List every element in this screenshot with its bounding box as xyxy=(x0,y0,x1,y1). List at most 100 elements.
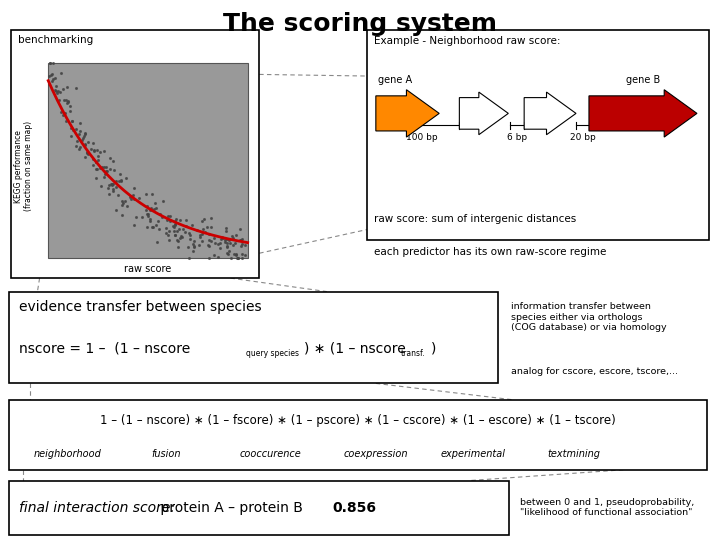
Point xyxy=(220,236,231,245)
Point xyxy=(50,82,62,90)
Point xyxy=(91,157,102,166)
Point xyxy=(105,180,117,188)
Point xyxy=(233,253,244,262)
Point xyxy=(58,96,69,104)
Point xyxy=(230,231,242,239)
Point xyxy=(120,197,131,205)
Point xyxy=(107,157,119,166)
FancyBboxPatch shape xyxy=(9,292,498,383)
Point xyxy=(215,235,227,244)
Point xyxy=(178,224,189,233)
Point xyxy=(222,235,233,244)
Point xyxy=(66,117,78,125)
Point xyxy=(78,129,90,138)
Point xyxy=(43,80,55,89)
Point xyxy=(192,226,203,234)
Point xyxy=(90,157,102,166)
Point xyxy=(75,127,86,136)
Point xyxy=(70,124,81,133)
Point xyxy=(145,206,156,214)
Point xyxy=(93,155,104,164)
Text: fusion: fusion xyxy=(151,449,181,460)
Point xyxy=(75,143,86,152)
Point xyxy=(114,177,125,185)
Text: raw score: raw score xyxy=(125,265,171,274)
Point xyxy=(77,134,89,143)
Point xyxy=(168,223,180,232)
Point xyxy=(188,242,199,251)
Point xyxy=(112,191,124,199)
Point xyxy=(79,140,91,149)
Text: experimental: experimental xyxy=(441,449,505,460)
Point xyxy=(223,247,235,255)
Point xyxy=(228,250,240,259)
Point xyxy=(185,234,197,243)
Point xyxy=(117,211,128,220)
Point xyxy=(61,83,73,91)
Point xyxy=(94,148,105,157)
Point xyxy=(224,236,235,245)
Point xyxy=(235,242,247,251)
Point xyxy=(153,225,165,233)
Point xyxy=(222,249,233,258)
Point xyxy=(194,231,206,240)
Point xyxy=(163,236,175,245)
Point xyxy=(227,241,238,249)
Point xyxy=(53,96,64,104)
Point xyxy=(164,212,176,220)
Point xyxy=(109,166,120,174)
Point xyxy=(236,234,248,243)
Point xyxy=(73,129,85,138)
Point xyxy=(146,223,158,232)
Point xyxy=(99,170,111,178)
Point xyxy=(44,59,55,68)
Point xyxy=(199,228,210,237)
Point xyxy=(186,221,198,230)
Text: coexpression: coexpression xyxy=(343,449,408,460)
Point xyxy=(236,253,248,262)
Point xyxy=(235,236,246,245)
Text: gene B: gene B xyxy=(626,75,661,85)
Point xyxy=(103,180,114,189)
Text: each predictor has its own raw-score regime: each predictor has its own raw-score reg… xyxy=(374,247,607,257)
Point xyxy=(50,86,61,95)
Point xyxy=(224,238,235,247)
Point xyxy=(127,191,139,199)
Point xyxy=(78,132,89,140)
Point xyxy=(88,138,99,147)
FancyBboxPatch shape xyxy=(9,400,707,470)
Point xyxy=(62,97,73,105)
Point xyxy=(174,225,185,234)
Point xyxy=(64,106,76,115)
Point xyxy=(220,226,232,235)
Point xyxy=(45,71,57,79)
Point xyxy=(116,201,127,210)
Point xyxy=(208,251,220,259)
Point xyxy=(194,232,206,241)
Point xyxy=(65,123,76,132)
Point xyxy=(170,220,181,228)
Point xyxy=(184,253,195,262)
Point xyxy=(60,117,72,126)
Point xyxy=(143,210,154,218)
Text: The scoring system: The scoring system xyxy=(223,12,497,36)
Text: cooccurence: cooccurence xyxy=(240,449,302,460)
Point xyxy=(125,193,136,201)
Point xyxy=(228,234,239,242)
Point xyxy=(87,160,99,169)
Point xyxy=(66,117,78,125)
Point xyxy=(52,87,63,96)
Point xyxy=(110,206,122,214)
Point xyxy=(226,232,238,240)
Point xyxy=(163,227,175,235)
Text: analog for cscore, escore, tscore,...: analog for cscore, escore, tscore,... xyxy=(511,367,678,376)
Point xyxy=(101,167,112,176)
Point xyxy=(94,163,106,172)
Point xyxy=(221,239,233,247)
Point xyxy=(67,126,78,135)
Point xyxy=(168,216,180,225)
Text: final interaction score:: final interaction score: xyxy=(19,501,176,515)
Polygon shape xyxy=(589,90,697,137)
Point xyxy=(221,241,233,250)
Point xyxy=(60,96,72,104)
